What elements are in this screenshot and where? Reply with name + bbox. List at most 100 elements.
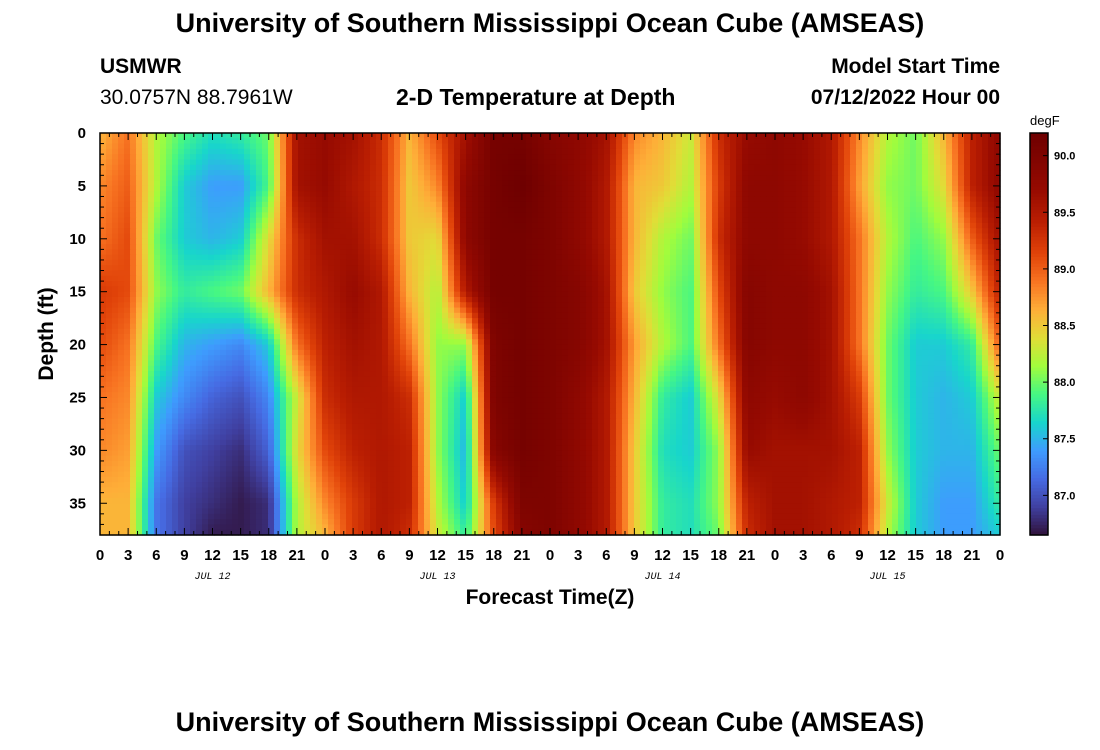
heatmap-cell — [922, 143, 929, 150]
heatmap-cell — [142, 133, 149, 139]
heatmap-cell — [916, 286, 923, 293]
heatmap-cell — [214, 244, 221, 250]
heatmap-cell — [652, 170, 659, 176]
heatmap-cell — [958, 180, 965, 187]
heatmap-cell — [598, 281, 605, 287]
heatmap-cell — [136, 244, 143, 250]
heatmap-cell — [418, 207, 425, 213]
heatmap-cell — [604, 244, 611, 250]
heatmap-cell — [772, 180, 779, 187]
heatmap-cell — [982, 265, 989, 272]
heatmap-cell — [424, 148, 431, 155]
heatmap-cell — [646, 291, 653, 298]
heatmap-cell — [406, 148, 413, 155]
heatmap-cell — [784, 207, 791, 213]
heatmap-cell — [748, 159, 755, 166]
heatmap-cell — [202, 302, 209, 309]
heatmap-cell — [580, 164, 587, 171]
heatmap-cell — [100, 133, 107, 139]
heatmap-cell — [772, 154, 779, 161]
heatmap-cell — [802, 180, 809, 187]
heatmap-cell — [136, 180, 143, 187]
heatmap-cell — [742, 138, 749, 145]
heatmap-cell — [226, 233, 233, 240]
heatmap-cell — [892, 164, 899, 171]
heatmap-cell — [424, 143, 431, 150]
heatmap-cell — [958, 170, 965, 176]
heatmap-cell — [982, 254, 989, 261]
heatmap-cell — [748, 133, 755, 139]
heatmap-cell — [250, 201, 257, 208]
heatmap-cell — [496, 180, 503, 187]
heatmap-cell — [412, 281, 419, 287]
heatmap-cell — [802, 281, 809, 287]
heatmap-cell — [466, 201, 473, 208]
heatmap-cell — [520, 228, 527, 235]
heatmap-cell — [514, 196, 521, 203]
heatmap-cell — [598, 259, 605, 266]
heatmap-cell — [922, 212, 929, 219]
heatmap-cell — [724, 159, 731, 166]
heatmap-cell — [982, 244, 989, 250]
heatmap-cell — [868, 207, 875, 213]
heatmap-cell — [922, 164, 929, 171]
heatmap-cell — [880, 259, 887, 266]
heatmap-cell — [214, 185, 221, 192]
heatmap-cell — [418, 265, 425, 272]
heatmap-cell — [112, 228, 119, 235]
heatmap-cell — [118, 180, 125, 187]
heatmap-cell — [424, 154, 431, 161]
heatmap-cell — [850, 265, 857, 272]
heatmap-cell — [166, 191, 173, 198]
heatmap-cell — [142, 201, 149, 208]
heatmap-cell — [580, 222, 587, 229]
heatmap-cell — [130, 201, 137, 208]
heatmap-cell — [850, 270, 857, 277]
heatmap-cell — [970, 228, 977, 235]
heatmap-cell — [502, 180, 509, 187]
heatmap-cell — [376, 196, 383, 203]
heatmap-cell — [154, 275, 161, 282]
heatmap-cell — [808, 270, 815, 277]
heatmap-cell — [730, 191, 737, 198]
heatmap-cell — [556, 180, 563, 187]
heatmap-cell — [952, 143, 959, 150]
heatmap-cell — [292, 170, 299, 176]
heatmap-cell — [316, 170, 323, 176]
heatmap-cell — [178, 281, 185, 287]
heatmap-cell — [892, 217, 899, 224]
heatmap-cell — [322, 270, 329, 277]
heatmap-cell — [412, 212, 419, 219]
heatmap-cell — [244, 222, 251, 229]
heatmap-cell — [190, 286, 197, 293]
heatmap-cell — [988, 191, 995, 198]
heatmap-cell — [238, 138, 245, 145]
heatmap-cell — [124, 164, 131, 171]
heatmap-cell — [940, 291, 947, 298]
heatmap-cell — [940, 296, 947, 303]
heatmap-cell — [142, 254, 149, 261]
heatmap-cell — [448, 254, 455, 261]
heatmap-cell — [328, 138, 335, 145]
heatmap-cell — [382, 143, 389, 150]
heatmap-cell — [832, 265, 839, 272]
heatmap-cell — [760, 265, 767, 272]
heatmap-cell — [682, 159, 689, 166]
heatmap-cell — [802, 196, 809, 203]
heatmap-cell — [196, 228, 203, 235]
heatmap-cell — [298, 291, 305, 298]
heatmap-cell — [682, 201, 689, 208]
heatmap-cell — [472, 222, 479, 229]
heatmap-cell — [442, 212, 449, 219]
heatmap-cell — [394, 170, 401, 176]
heatmap-cell — [130, 133, 137, 139]
heatmap-cell — [784, 196, 791, 203]
heatmap-cell — [838, 296, 845, 303]
heatmap-cell — [802, 244, 809, 250]
heatmap-cell — [268, 270, 275, 277]
heatmap-cell — [508, 228, 515, 235]
heatmap-cell — [250, 265, 257, 272]
heatmap-cell — [430, 175, 437, 182]
heatmap-cell — [472, 275, 479, 282]
heatmap-cell — [880, 185, 887, 192]
